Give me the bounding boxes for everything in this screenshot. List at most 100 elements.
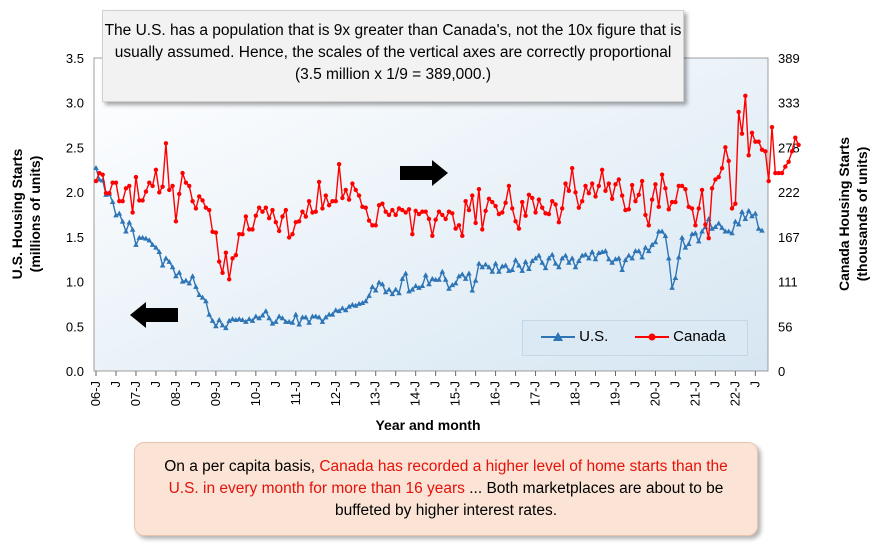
data-point bbox=[712, 224, 719, 230]
data-point bbox=[333, 199, 338, 204]
data-point bbox=[303, 214, 308, 219]
x-tick-label: 21-J bbox=[687, 381, 702, 406]
data-point bbox=[503, 200, 508, 206]
data-point bbox=[685, 241, 692, 247]
data-point bbox=[166, 258, 173, 264]
data-point bbox=[603, 188, 608, 193]
data-point bbox=[353, 187, 358, 193]
data-point bbox=[769, 124, 775, 130]
data-point bbox=[372, 287, 379, 293]
x-tick-label: J bbox=[348, 381, 363, 388]
data-point bbox=[197, 194, 202, 199]
x-tick-label: 20-J bbox=[647, 381, 662, 406]
data-point bbox=[476, 186, 482, 192]
data-point bbox=[117, 199, 122, 204]
data-point bbox=[470, 193, 475, 198]
data-point bbox=[399, 275, 406, 281]
data-point bbox=[276, 313, 282, 319]
data-point bbox=[646, 223, 651, 228]
data-point bbox=[542, 265, 549, 271]
x-tick-label: J bbox=[588, 381, 603, 388]
series-us bbox=[93, 164, 765, 331]
data-point bbox=[566, 259, 572, 265]
data-point bbox=[416, 284, 422, 290]
data-point bbox=[429, 275, 436, 281]
data-point bbox=[559, 255, 565, 261]
data-point bbox=[609, 196, 615, 202]
data-point bbox=[113, 212, 119, 218]
data-point bbox=[560, 206, 565, 211]
data-point bbox=[413, 208, 418, 214]
data-point bbox=[665, 255, 672, 261]
data-point bbox=[370, 223, 375, 228]
data-point bbox=[622, 257, 629, 263]
data-point bbox=[442, 276, 449, 282]
data-point bbox=[556, 264, 562, 270]
data-point bbox=[133, 241, 139, 247]
data-point bbox=[516, 226, 522, 231]
data-point bbox=[210, 229, 215, 234]
data-point bbox=[199, 294, 206, 300]
data-point bbox=[260, 209, 265, 214]
data-point bbox=[643, 212, 648, 218]
data-point bbox=[110, 180, 115, 185]
data-point bbox=[562, 252, 569, 258]
data-point bbox=[140, 198, 145, 203]
data-point bbox=[682, 244, 689, 250]
data-point bbox=[486, 264, 492, 270]
data-point bbox=[783, 164, 788, 169]
data-point bbox=[596, 183, 602, 189]
data-point bbox=[462, 275, 469, 281]
data-point bbox=[763, 149, 768, 154]
data-point bbox=[147, 180, 152, 185]
y-right-tick-label: 278 bbox=[778, 140, 800, 155]
legend-marker-us bbox=[541, 332, 575, 342]
data-point bbox=[629, 182, 635, 188]
data-point bbox=[380, 201, 385, 206]
x-tick-label: 17-J bbox=[528, 381, 543, 406]
data-point bbox=[606, 256, 612, 262]
data-point bbox=[729, 206, 735, 211]
data-point bbox=[679, 234, 685, 240]
data-point bbox=[416, 211, 422, 217]
x-tick-label: J bbox=[388, 381, 403, 388]
y-right-tick-label: 0 bbox=[778, 364, 785, 379]
data-point bbox=[329, 311, 336, 317]
data-point bbox=[159, 262, 166, 268]
data-point bbox=[676, 183, 681, 189]
data-point bbox=[599, 167, 605, 173]
data-point bbox=[639, 178, 645, 184]
data-point bbox=[93, 178, 99, 184]
data-point bbox=[286, 318, 292, 324]
data-point bbox=[270, 207, 275, 213]
data-point bbox=[513, 219, 518, 224]
data-point bbox=[686, 204, 691, 210]
data-point bbox=[556, 219, 562, 225]
data-point bbox=[529, 258, 536, 264]
data-point bbox=[183, 180, 189, 185]
top-annotation: The U.S. has a population that is 9x gre… bbox=[102, 10, 684, 102]
data-point bbox=[223, 325, 229, 331]
data-point bbox=[383, 209, 388, 214]
data-point bbox=[793, 135, 798, 140]
data-point bbox=[490, 199, 495, 205]
data-point bbox=[449, 282, 456, 288]
data-point bbox=[153, 244, 159, 250]
data-point bbox=[217, 259, 222, 264]
data-point bbox=[116, 210, 123, 216]
data-point bbox=[709, 186, 715, 191]
data-point bbox=[553, 202, 558, 207]
data-point bbox=[443, 216, 448, 222]
data-point bbox=[283, 207, 289, 213]
y-right-tick-label: 389 bbox=[778, 51, 800, 66]
data-point bbox=[733, 201, 738, 206]
data-point bbox=[536, 197, 542, 202]
x-tick-label: 11-J bbox=[288, 381, 303, 405]
data-point bbox=[203, 205, 209, 210]
data-point bbox=[320, 206, 325, 211]
data-point bbox=[669, 284, 675, 290]
data-point bbox=[359, 300, 366, 306]
data-point bbox=[276, 228, 282, 234]
data-point bbox=[296, 321, 302, 327]
data-point bbox=[323, 193, 328, 198]
